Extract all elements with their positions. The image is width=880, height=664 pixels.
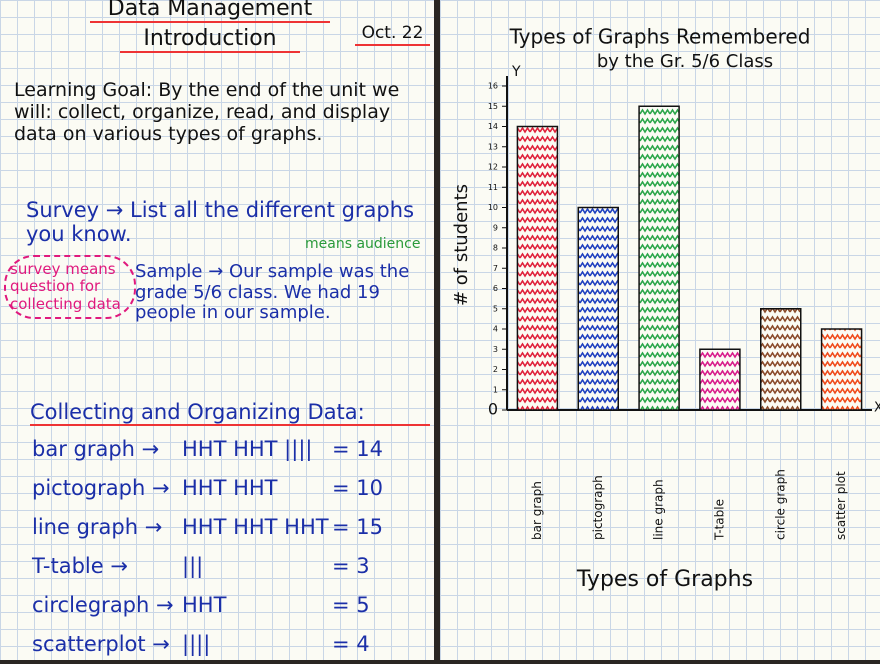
poster: Data Management Introduction Oct. 22 Lea… (0, 0, 434, 660)
tally-count: = 15 (332, 515, 383, 539)
tally-marks: HHT HHT HHT (182, 515, 329, 539)
y-tick-label: 15 (488, 102, 498, 111)
x-tick-label: pictograph (591, 475, 605, 540)
y-tick-label: 14 (488, 122, 498, 131)
tally-marks: |||| (182, 632, 211, 656)
x-tick-label: line graph (652, 479, 666, 540)
bar (760, 308, 802, 411)
tally-label: T-table → (32, 554, 128, 578)
poster-subtitle: Introduction (120, 26, 300, 54)
bar (577, 206, 619, 411)
y-tick-label: 7 (493, 264, 498, 273)
chart: Types of Graphs Remembered by the Gr. 5/… (451, 25, 880, 593)
bar (638, 105, 680, 411)
collecting-title: Collecting and Organizing Data: (30, 400, 430, 427)
y-axis-label: # of students (451, 184, 472, 306)
survey: Survey → List all the different graphs y… (26, 198, 415, 247)
bar (516, 125, 559, 411)
learning-goal: Learning Goal: By the end of the unit we… (14, 79, 400, 145)
y-tick-label: 2 (493, 365, 498, 374)
bar (699, 348, 741, 411)
tally-label: scatterplot → (32, 632, 170, 656)
x-tick-label: scatter plot (834, 471, 848, 540)
tally-count: = 14 (332, 437, 383, 461)
y-tick-label: 12 (488, 163, 498, 172)
tally-label: circlegraph → (32, 593, 174, 617)
chart-subtitle: by the Gr. 5/6 Class (597, 51, 773, 72)
y-tick-label: 4 (493, 325, 498, 334)
tally-label: pictograph → (32, 476, 170, 500)
x-tick-label: circle graph (773, 469, 787, 540)
x-axis-letter: X (874, 401, 880, 416)
y-tick-label: 5 (493, 304, 498, 313)
tally-label: bar graph → (32, 437, 160, 461)
x-axis-label: Types of Graphs (576, 567, 753, 592)
y-tick-label: 11 (488, 183, 498, 192)
tally-marks: HHT HHT (182, 476, 278, 500)
tally-marks: HHT (182, 593, 227, 617)
y-tick-label: 13 (488, 142, 498, 151)
y-tick-label: 16 (488, 82, 498, 91)
y-tick-label: 6 (493, 284, 498, 293)
y-tick-label: 10 (488, 203, 498, 212)
bar (820, 328, 863, 411)
y-axis-letter: Y (511, 64, 521, 80)
poster-title: Data Management (90, 0, 330, 24)
x-tick-label: T-table (712, 499, 726, 541)
chart-poster: Types of Graphs Remembered by the Gr. 5/… (440, 0, 880, 660)
tally-count: = 10 (332, 476, 383, 500)
tally-marks: ||| (182, 554, 204, 578)
sample: Sample → Our sample was the grade 5/6 cl… (135, 261, 410, 324)
tally-count: = 4 (332, 632, 370, 656)
chart-title: Types of Graphs Remembered (509, 25, 811, 49)
y-tick-label: 0 (488, 400, 498, 419)
sample-note: means audience (305, 236, 421, 252)
tally-label: line graph → (32, 515, 163, 539)
tally-count: = 3 (332, 554, 370, 578)
y-tick-label: 9 (493, 223, 498, 232)
date: Oct. 22 (355, 23, 430, 46)
tally-count: = 5 (332, 593, 370, 617)
tally-marks: HHT HHT |||| (182, 437, 313, 461)
x-tick-label: bar graph (530, 481, 544, 540)
y-tick-label: 3 (493, 345, 498, 354)
y-tick-label: 8 (493, 244, 498, 253)
survey-note: survey means question for collecting dat… (4, 255, 136, 319)
y-tick-label: 1 (493, 385, 498, 394)
